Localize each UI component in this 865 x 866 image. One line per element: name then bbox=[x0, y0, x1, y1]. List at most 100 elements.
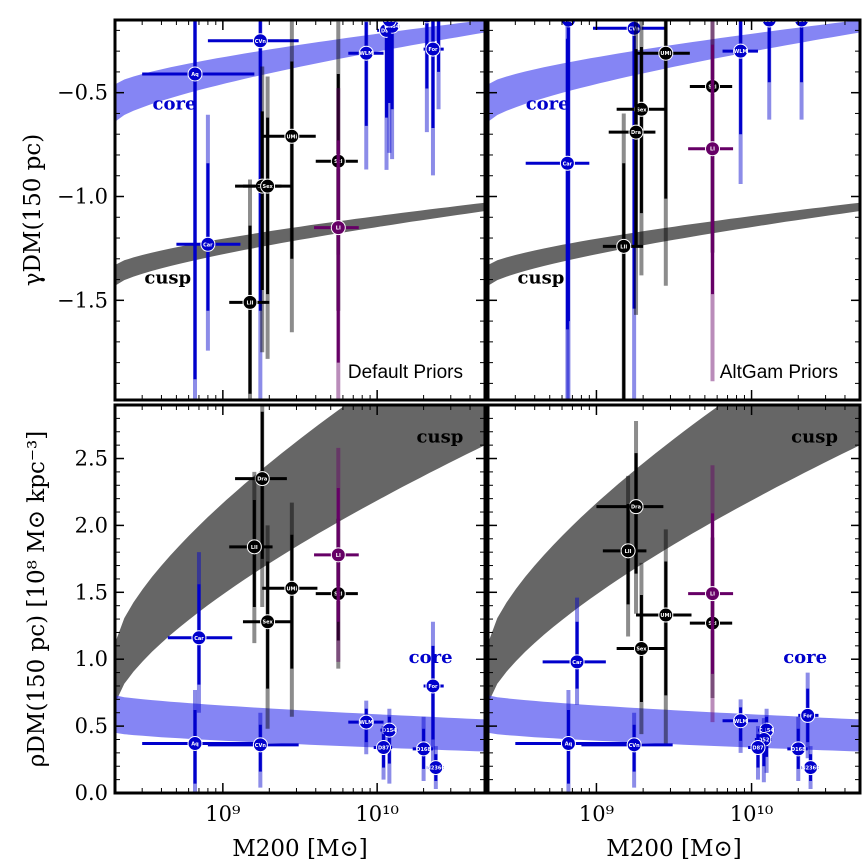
marker bbox=[284, 128, 300, 144]
point-label: For bbox=[428, 47, 438, 53]
marker bbox=[416, 741, 432, 757]
marker bbox=[733, 43, 749, 59]
prior-label: Default Priors bbox=[348, 362, 463, 383]
x-tick-label: 10¹⁰ bbox=[730, 802, 774, 826]
point-CVn: CVn bbox=[207, 712, 299, 788]
point-D168: D168 bbox=[791, 18, 811, 120]
marker bbox=[260, 614, 276, 630]
plot-area: corecuspAqCVnCarWLMD87D154D52D168N2366Fo… bbox=[115, 20, 485, 400]
point-UMi: UMi bbox=[636, 529, 692, 744]
point-D87: D87 bbox=[748, 726, 767, 780]
point-LII: LII bbox=[602, 475, 647, 637]
marker bbox=[800, 707, 816, 723]
point-label: Car bbox=[572, 660, 582, 666]
point-label: D168 bbox=[416, 747, 431, 753]
point-label: LI bbox=[710, 147, 715, 153]
point-label: LI bbox=[336, 226, 341, 232]
marker bbox=[658, 45, 674, 61]
marker bbox=[330, 547, 346, 563]
point-label: Sex bbox=[262, 184, 273, 190]
point-CVn: CVn bbox=[592, 20, 667, 400]
cusp-band bbox=[115, 405, 485, 704]
point-D168: D168 bbox=[412, 716, 433, 781]
marker bbox=[560, 735, 576, 751]
point-label: WLM bbox=[359, 720, 373, 726]
point-label: D87 bbox=[378, 746, 390, 752]
point-label: LII bbox=[247, 300, 254, 306]
marker bbox=[381, 722, 397, 738]
point-LI: LI bbox=[688, 20, 734, 382]
point-label: CVn bbox=[629, 743, 641, 749]
marker bbox=[658, 607, 674, 623]
point-D87: D87 bbox=[373, 726, 393, 780]
marker bbox=[284, 580, 300, 596]
point-For: For bbox=[798, 672, 819, 759]
point-label: Sex bbox=[262, 620, 273, 626]
x-tick-label: 10¹⁰ bbox=[355, 802, 399, 826]
point-label: D168 bbox=[794, 18, 809, 24]
point-label: LI bbox=[336, 553, 341, 559]
point-Dra: Dra bbox=[235, 66, 282, 353]
prior-label: AltGam Priors bbox=[720, 362, 838, 383]
y-axis-label: ρDM(150 pc) [10⁸ M⊙ kpc⁻³] bbox=[24, 431, 50, 767]
marker bbox=[761, 20, 777, 28]
cusp-band-label: cusp bbox=[518, 268, 565, 289]
marker bbox=[569, 654, 585, 670]
point-label: D154 bbox=[385, 24, 400, 30]
point-label: Car bbox=[203, 242, 213, 248]
marker bbox=[626, 737, 642, 753]
cusp-band bbox=[488, 202, 860, 286]
point-label: WLM bbox=[734, 49, 748, 55]
y-tick-label: −1.0 bbox=[57, 185, 108, 209]
marker bbox=[330, 220, 346, 236]
point-UMi: UMi bbox=[262, 20, 316, 333]
plot-area: cuspcoreDraLIIUMiSexSclLICarAqCVnWLMD154… bbox=[488, 405, 860, 793]
core-band bbox=[488, 20, 860, 122]
point-D52: D52 bbox=[380, 20, 398, 153]
point-Dra: Dra bbox=[235, 405, 287, 608]
point-label: CVn bbox=[255, 39, 267, 45]
y-tick-label: 0.0 bbox=[75, 781, 108, 805]
point-Car: Car bbox=[176, 114, 241, 351]
point-label: For bbox=[428, 684, 438, 690]
point-label: LII bbox=[625, 549, 632, 555]
point-label: For bbox=[803, 713, 813, 719]
point-label: Aq bbox=[565, 18, 573, 24]
plot-area: corecuspAqCVnCarWLMN2366D168UMiSclSexDra… bbox=[488, 18, 860, 400]
marker bbox=[750, 740, 766, 756]
point-label: WLM bbox=[734, 719, 748, 725]
marker bbox=[187, 66, 203, 82]
marker bbox=[187, 735, 203, 751]
point-label: Sex bbox=[636, 647, 647, 653]
point-N2366: N2366 bbox=[427, 746, 445, 789]
point-LI: LI bbox=[314, 88, 359, 400]
marker bbox=[803, 760, 819, 776]
marker bbox=[376, 740, 392, 756]
point-LII: LII bbox=[602, 113, 644, 400]
y-tick-label: 1.5 bbox=[75, 580, 108, 604]
marker bbox=[425, 678, 441, 694]
point-WLM: WLM bbox=[348, 700, 384, 755]
panel-frame bbox=[486, 403, 862, 795]
point-label: Dra bbox=[631, 505, 641, 511]
core-band-label: core bbox=[526, 93, 570, 114]
y-tick-label: −0.5 bbox=[57, 81, 108, 105]
point-Car: Car bbox=[167, 552, 233, 713]
point-label: D52 bbox=[758, 737, 770, 743]
cusp-band bbox=[488, 405, 860, 704]
point-Sex: Sex bbox=[242, 525, 291, 729]
core-band bbox=[115, 695, 485, 752]
point-WLM: WLM bbox=[722, 699, 758, 753]
point-WLM: WLM bbox=[722, 20, 758, 185]
marker bbox=[733, 713, 749, 729]
point-LI: LI bbox=[314, 447, 359, 662]
point-label: D168 bbox=[791, 747, 806, 753]
point-label: Aq bbox=[565, 741, 573, 747]
cusp-band-label: cusp bbox=[791, 426, 838, 447]
point-label: UMi bbox=[286, 586, 297, 592]
point-label: WLM bbox=[359, 51, 373, 57]
marker bbox=[428, 760, 444, 776]
x-tick-label: 10⁹ bbox=[205, 802, 240, 826]
point-label: D87 bbox=[752, 746, 764, 752]
